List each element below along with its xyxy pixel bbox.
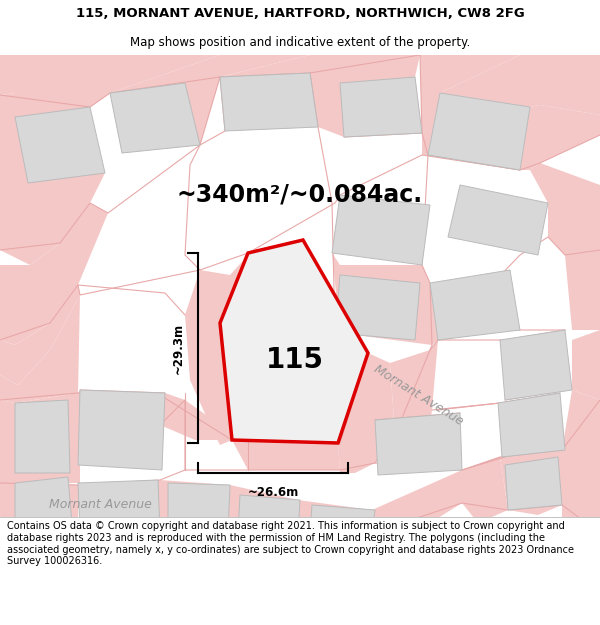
Polygon shape (500, 450, 562, 515)
Polygon shape (220, 55, 422, 137)
Polygon shape (428, 93, 530, 170)
Text: Contains OS data © Crown copyright and database right 2021. This information is : Contains OS data © Crown copyright and d… (7, 521, 574, 566)
Polygon shape (0, 93, 105, 265)
Polygon shape (448, 185, 548, 255)
Polygon shape (500, 330, 572, 400)
Polygon shape (462, 457, 508, 523)
Polygon shape (498, 393, 565, 457)
Polygon shape (0, 285, 80, 385)
Polygon shape (220, 240, 368, 443)
Polygon shape (375, 413, 462, 475)
Text: 115, MORNANT AVENUE, HARTFORD, NORTHWICH, CW8 2FG: 115, MORNANT AVENUE, HARTFORD, NORTHWICH… (76, 8, 524, 20)
Polygon shape (78, 480, 160, 533)
Polygon shape (15, 400, 70, 473)
Polygon shape (78, 390, 165, 470)
Polygon shape (220, 73, 318, 131)
Polygon shape (78, 480, 160, 533)
Polygon shape (0, 55, 110, 107)
Polygon shape (338, 353, 395, 473)
Polygon shape (15, 107, 105, 183)
Polygon shape (228, 485, 298, 533)
Polygon shape (160, 480, 230, 533)
Text: ~340m²/~0.084ac.: ~340m²/~0.084ac. (177, 183, 423, 207)
Polygon shape (298, 500, 372, 533)
Text: ~26.6m: ~26.6m (247, 486, 299, 499)
Polygon shape (530, 163, 600, 255)
Polygon shape (332, 253, 438, 345)
Text: ~29.3m: ~29.3m (172, 322, 185, 374)
Polygon shape (340, 77, 422, 137)
Text: Mornant Avenue: Mornant Avenue (371, 362, 465, 428)
Polygon shape (390, 340, 438, 455)
Polygon shape (15, 477, 72, 523)
Polygon shape (430, 270, 520, 340)
Polygon shape (185, 253, 250, 445)
Polygon shape (310, 505, 375, 533)
Polygon shape (155, 393, 230, 440)
Polygon shape (15, 55, 220, 183)
Polygon shape (0, 203, 108, 345)
Polygon shape (0, 483, 78, 533)
Polygon shape (232, 440, 340, 470)
Polygon shape (332, 195, 430, 265)
Polygon shape (110, 83, 200, 153)
Polygon shape (572, 330, 600, 400)
Polygon shape (505, 457, 562, 510)
Polygon shape (110, 55, 310, 153)
Text: Map shows position and indicative extent of the property.: Map shows position and indicative extent… (130, 36, 470, 49)
Polygon shape (372, 470, 462, 533)
Polygon shape (565, 250, 600, 330)
Polygon shape (562, 390, 600, 533)
Polygon shape (440, 55, 600, 115)
Polygon shape (420, 55, 520, 155)
Polygon shape (520, 105, 600, 170)
Text: Mornant Avenue: Mornant Avenue (49, 499, 151, 511)
Polygon shape (0, 295, 80, 403)
Polygon shape (168, 483, 230, 533)
Polygon shape (335, 275, 420, 340)
Polygon shape (238, 495, 300, 533)
Polygon shape (0, 390, 80, 483)
Text: 115: 115 (266, 346, 324, 374)
